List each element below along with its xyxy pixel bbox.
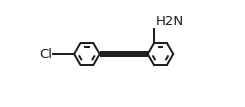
Text: Cl: Cl bbox=[39, 48, 52, 61]
Text: H2N: H2N bbox=[156, 15, 184, 28]
